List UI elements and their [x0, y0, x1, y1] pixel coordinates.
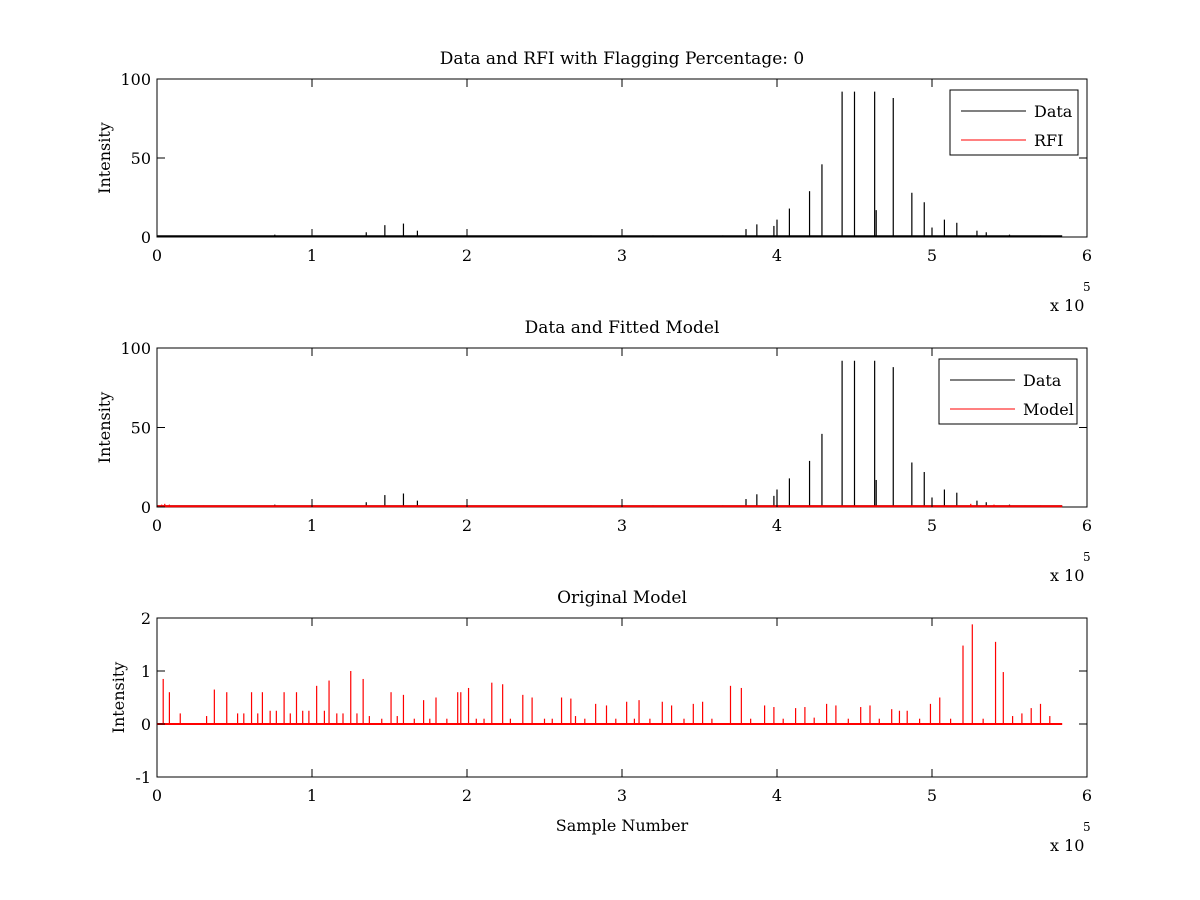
x-tick-label: 4 — [772, 516, 782, 535]
x-tick-label: 6 — [1082, 786, 1092, 805]
y-tick-label: 0 — [141, 715, 151, 734]
x-tick-label: 2 — [462, 246, 472, 265]
x-multiplier-exponent: 5 — [1083, 280, 1091, 294]
legend: Data Model — [938, 358, 1078, 425]
x-axis-label: Sample Number — [556, 816, 689, 835]
x-tick-label: 2 — [462, 786, 472, 805]
y-tick-label: 50 — [131, 149, 151, 168]
x-multiplier-exponent: 5 — [1083, 820, 1091, 834]
x-multiplier-base: x 10 — [1050, 566, 1084, 585]
x-tick-label: 5 — [927, 516, 937, 535]
x-tick-label: 4 — [772, 786, 782, 805]
x-multiplier-base: x 10 — [1050, 836, 1084, 855]
x-tick-label: 5 — [927, 246, 937, 265]
x-multiplier-exponent: 5 — [1083, 550, 1091, 564]
legend-box — [938, 358, 1078, 425]
chart-title: Data and RFI with Flagging Percentage: 0 — [440, 49, 804, 69]
y-axis-label: Intensity — [95, 392, 114, 464]
legend-label-model: Model — [1023, 400, 1074, 419]
x-tick-label: 6 — [1082, 246, 1092, 265]
subplot-1: Data and RFI with Flagging Percentage: 0… — [95, 49, 1092, 315]
x-tick-label: 6 — [1082, 516, 1092, 535]
x-tick-label: 3 — [617, 246, 627, 265]
y-tick-label: -1 — [135, 768, 151, 787]
y-axis-label: Intensity — [109, 662, 128, 734]
x-tick-label: 0 — [152, 246, 162, 265]
x-tick-label: 1 — [307, 246, 317, 265]
x-tick-label: 3 — [617, 786, 627, 805]
y-tick-label: 0 — [141, 228, 151, 247]
x-tick-label: 1 — [307, 516, 317, 535]
x-tick-label: 2 — [462, 516, 472, 535]
y-tick-label: 100 — [120, 70, 151, 89]
y-tick-label: 50 — [131, 419, 151, 438]
axes-frame — [156, 78, 1088, 238]
chart-title: Data and Fitted Model — [525, 318, 720, 338]
y-tick-label: 2 — [141, 609, 151, 628]
x-tick-label: 3 — [617, 516, 627, 535]
x-tick-label: 0 — [152, 516, 162, 535]
series-model-original — [157, 624, 1063, 725]
x-tick-label: 1 — [307, 786, 317, 805]
y-axis-label: Intensity — [95, 122, 114, 194]
legend-box — [949, 89, 1079, 156]
y-tick-label: 100 — [120, 339, 151, 358]
y-tick-label: 1 — [141, 662, 151, 681]
legend-label-data: Data — [1023, 371, 1062, 390]
chart-title: Original Model — [557, 588, 687, 608]
legend-label-rfi: RFI — [1034, 131, 1063, 150]
y-tick-label: 0 — [141, 498, 151, 517]
x-multiplier-base: x 10 — [1050, 296, 1084, 315]
series-data — [157, 91, 1063, 238]
subplot-2: Data and Fitted Model 0 1 2 3 4 5 6 0 50 100 x 10 5 I… — [95, 318, 1092, 585]
x-tick-label: 5 — [927, 786, 937, 805]
x-tick-label: 4 — [772, 246, 782, 265]
legend: Data RFI — [949, 89, 1079, 156]
x-tick-label: 0 — [152, 786, 162, 805]
legend-label-data: Data — [1034, 102, 1073, 121]
